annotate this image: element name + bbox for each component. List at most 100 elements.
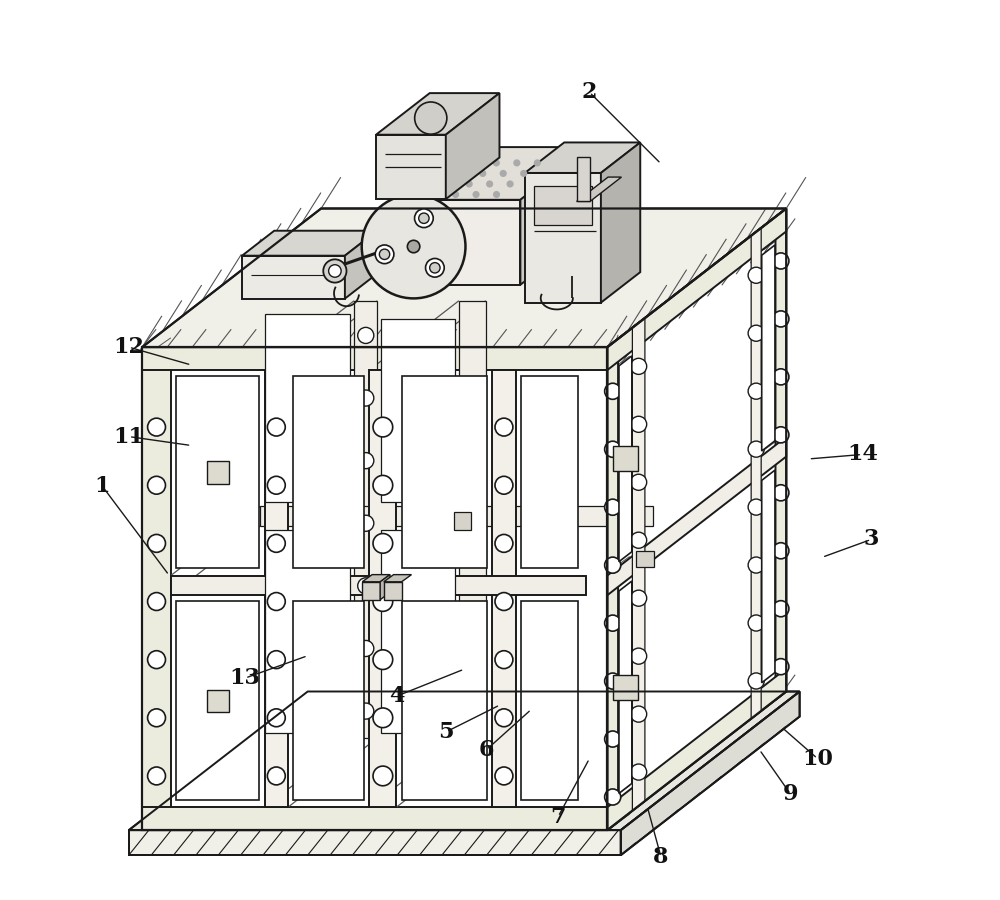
Circle shape: [459, 170, 466, 177]
Circle shape: [466, 180, 473, 187]
Circle shape: [148, 592, 165, 610]
Circle shape: [373, 766, 393, 786]
Circle shape: [605, 673, 621, 689]
Circle shape: [358, 453, 374, 469]
Circle shape: [375, 245, 394, 264]
Circle shape: [267, 535, 285, 553]
Circle shape: [605, 557, 621, 573]
Circle shape: [373, 534, 393, 554]
Polygon shape: [601, 142, 640, 302]
Circle shape: [605, 615, 621, 631]
Text: 9: 9: [783, 783, 798, 806]
Polygon shape: [632, 318, 645, 811]
Circle shape: [472, 159, 479, 166]
Polygon shape: [762, 470, 775, 683]
Text: 7: 7: [550, 806, 566, 828]
Circle shape: [493, 191, 500, 198]
Polygon shape: [142, 807, 607, 830]
Polygon shape: [362, 574, 390, 581]
Polygon shape: [607, 669, 786, 830]
Circle shape: [773, 485, 789, 500]
Polygon shape: [525, 142, 640, 173]
Circle shape: [323, 259, 347, 283]
Polygon shape: [621, 691, 800, 855]
Bar: [381, 320, 455, 501]
Text: 3: 3: [864, 528, 879, 551]
Circle shape: [426, 258, 444, 277]
Bar: [176, 376, 259, 569]
Circle shape: [373, 650, 393, 670]
Circle shape: [773, 369, 789, 385]
Polygon shape: [607, 209, 786, 370]
Circle shape: [495, 709, 513, 726]
Bar: [207, 461, 229, 483]
Circle shape: [748, 557, 764, 573]
Circle shape: [419, 213, 429, 223]
Polygon shape: [142, 347, 171, 830]
Circle shape: [267, 592, 285, 610]
Circle shape: [605, 731, 621, 747]
Circle shape: [520, 170, 527, 177]
Circle shape: [748, 383, 764, 400]
Circle shape: [773, 543, 789, 559]
Circle shape: [373, 418, 393, 436]
Circle shape: [748, 500, 764, 515]
Polygon shape: [607, 338, 618, 830]
Polygon shape: [142, 347, 607, 830]
Circle shape: [358, 328, 374, 344]
Circle shape: [148, 476, 165, 494]
Bar: [265, 530, 350, 734]
Bar: [521, 601, 578, 800]
Polygon shape: [520, 147, 588, 284]
Polygon shape: [171, 575, 586, 595]
Polygon shape: [459, 301, 486, 738]
Text: 12: 12: [113, 336, 144, 358]
Circle shape: [452, 191, 459, 198]
Polygon shape: [129, 830, 621, 855]
Circle shape: [495, 476, 513, 494]
Polygon shape: [354, 301, 377, 738]
Circle shape: [445, 180, 452, 187]
Polygon shape: [492, 370, 516, 807]
Polygon shape: [362, 581, 380, 599]
Polygon shape: [384, 574, 411, 581]
Polygon shape: [619, 356, 632, 562]
Polygon shape: [129, 691, 800, 830]
Circle shape: [631, 532, 647, 548]
Polygon shape: [762, 245, 775, 451]
Circle shape: [605, 500, 621, 515]
Polygon shape: [376, 135, 446, 199]
Circle shape: [773, 600, 789, 617]
Polygon shape: [142, 347, 607, 370]
Bar: [265, 314, 350, 501]
Polygon shape: [751, 228, 761, 719]
Bar: [534, 186, 592, 225]
Polygon shape: [265, 370, 288, 807]
Bar: [207, 689, 229, 712]
Polygon shape: [525, 173, 601, 302]
Text: 8: 8: [653, 846, 669, 868]
Circle shape: [373, 475, 393, 495]
Circle shape: [631, 474, 647, 490]
Circle shape: [748, 267, 764, 284]
Bar: [521, 376, 578, 569]
Bar: [381, 530, 455, 734]
Circle shape: [513, 159, 520, 166]
Text: 14: 14: [847, 444, 878, 465]
Polygon shape: [775, 209, 786, 700]
Polygon shape: [260, 506, 653, 526]
Circle shape: [358, 390, 374, 406]
Circle shape: [267, 476, 285, 494]
Polygon shape: [418, 200, 520, 284]
Polygon shape: [446, 93, 499, 199]
Circle shape: [358, 641, 374, 656]
Polygon shape: [376, 93, 499, 135]
Circle shape: [631, 358, 647, 374]
Polygon shape: [418, 147, 588, 200]
Polygon shape: [577, 177, 621, 202]
Circle shape: [415, 209, 433, 228]
Bar: [176, 601, 259, 800]
Polygon shape: [242, 256, 345, 299]
Text: 4: 4: [389, 685, 405, 707]
Circle shape: [534, 159, 541, 166]
